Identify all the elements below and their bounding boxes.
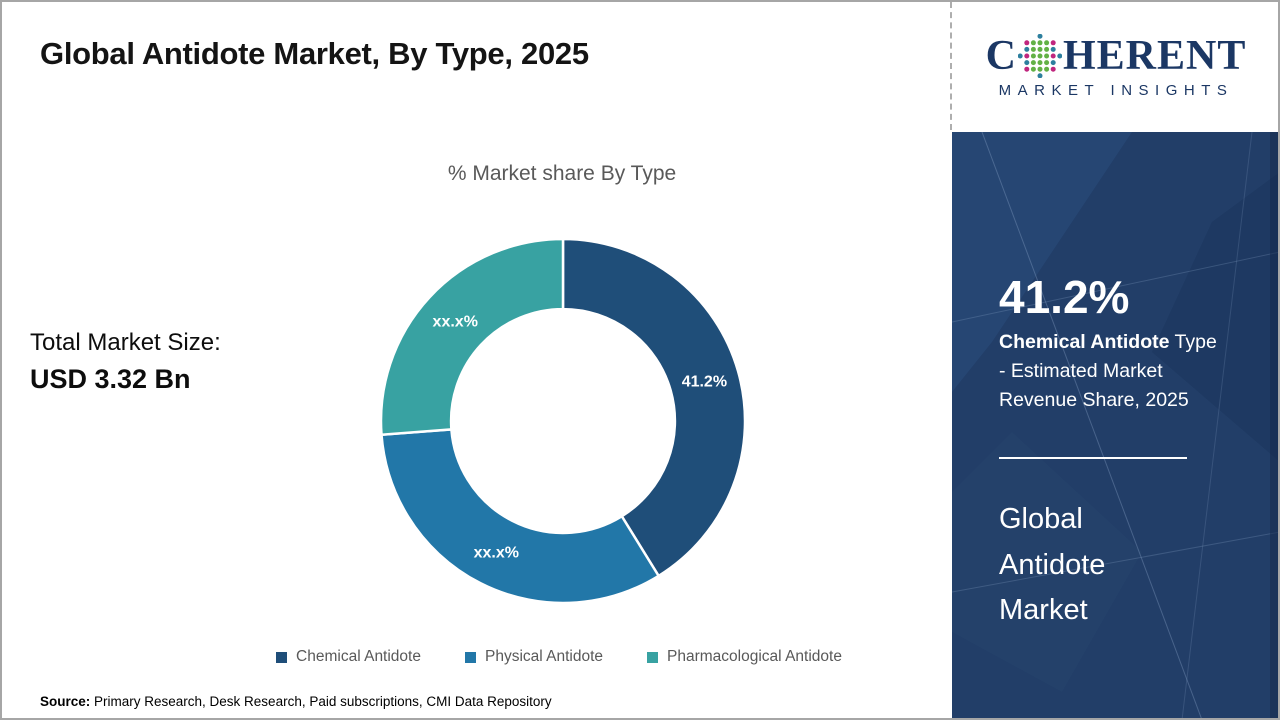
globe-dot (1024, 46, 1030, 52)
total-market-size-label: Total Market Size: (30, 329, 221, 356)
globe-dot (1037, 33, 1043, 39)
donut-segment-label: 41.2% (682, 373, 727, 390)
brand-wordmark: C HERENT (985, 32, 1247, 79)
world-map-decoration (952, 132, 1278, 718)
globe-dot (1037, 66, 1043, 72)
chart-legend: Chemical Antidote Physical Antidote Pharma… (159, 648, 959, 666)
globe-dot (1037, 39, 1043, 45)
donut-segment (561, 237, 747, 578)
sidebar-stat-value: 41.2% (999, 271, 1130, 323)
globe-dot (1024, 39, 1030, 45)
highlight-sidebar: 41.2% Chemical Antidote Type - Estimated… (952, 132, 1278, 718)
sidebar-divider (999, 457, 1187, 459)
sidebar-stat-category: Chemical Antidote (999, 331, 1170, 353)
brand-letters-herent: HERENT (1062, 32, 1247, 79)
globe-dot (1044, 66, 1050, 72)
globe-dot (1037, 72, 1043, 78)
globe-dot (1057, 53, 1062, 58)
globe-dot (1030, 66, 1036, 72)
legend-marker (647, 651, 659, 663)
globe-dot (1030, 46, 1036, 52)
globe-dot (1044, 53, 1050, 58)
globe-dot (1050, 53, 1056, 58)
globe-dot (1050, 59, 1056, 65)
source-label: Source: (40, 694, 91, 709)
legend-item: Physical Antidote (464, 648, 604, 666)
globe-dot (1017, 53, 1023, 58)
globe-dot (1030, 53, 1036, 58)
legend-marker (464, 651, 476, 663)
chart-title: % Market share By Type (447, 162, 677, 185)
globe-dot (1044, 59, 1050, 65)
source-text: Primary Research, Desk Research, Paid su… (90, 694, 552, 709)
donut-segment (380, 428, 661, 605)
globe-dot (1044, 39, 1050, 45)
page-title: Global Antidote Market, By Type, 2025 (40, 36, 589, 71)
legend-item: Pharmacological Antidote (647, 648, 842, 666)
globe-dot (1030, 39, 1036, 45)
donut-segment (379, 237, 565, 437)
globe-dot (1037, 59, 1043, 65)
total-market-size-value: USD 3.32 Bn (30, 364, 191, 394)
legend-item: Chemical Antidote (276, 648, 421, 666)
globe-icon (1017, 33, 1062, 78)
globe-dot (1050, 39, 1056, 45)
donut-segment-label: xx.x% (433, 314, 478, 331)
legend-label: Chemical Antidote (296, 648, 421, 665)
globe-dot (1024, 66, 1030, 72)
brand-subtitle: MARKET INSIGHTS (998, 81, 1234, 99)
globe-dot (1024, 59, 1030, 65)
brand-logo: C HERENT MARKET INSIGHTS (950, 2, 1278, 130)
globe-dot (1050, 46, 1056, 52)
legend-label: Pharmacological Antidote (667, 648, 842, 665)
donut-chart: 41.2% xx.x% xx.x% (379, 237, 747, 605)
legend-marker (276, 651, 288, 663)
brand-letter-c: C (985, 32, 1017, 79)
globe-dot (1050, 66, 1056, 72)
donut-segment-label: xx.x% (474, 545, 519, 562)
globe-dot (1037, 46, 1043, 52)
globe-dot (1037, 53, 1043, 58)
source-note: Source: Primary Research, Desk Research,… (40, 694, 552, 709)
sidebar-market-title: Global Antidote Market (999, 503, 1106, 626)
total-market-size: Total Market Size: USD 3.32 Bn (30, 326, 221, 398)
globe-dot (1044, 46, 1050, 52)
sidebar-stat-description: Chemical Antidote Type - Estimated Marke… (999, 328, 1227, 415)
globe-dot (1030, 59, 1036, 65)
sidebar-stat-caption: Type - Estimated Market Revenue Share, 2… (999, 331, 1217, 411)
globe-dot (1024, 53, 1030, 58)
legend-label: Physical Antidote (484, 648, 604, 665)
